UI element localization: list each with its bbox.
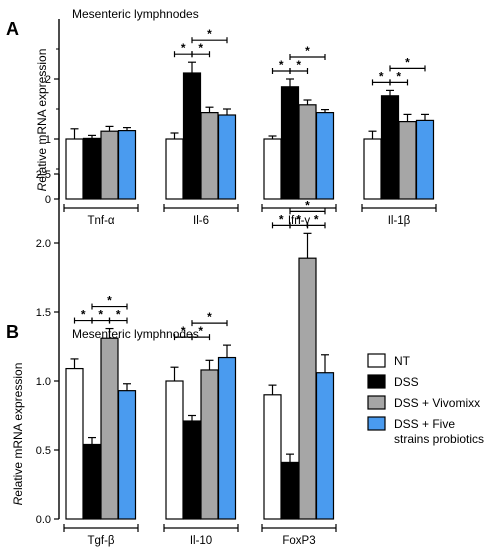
panel-a-y-axis-label-rest: elative mRNA expression (35, 49, 49, 183)
panel-b-y-tick-label: 2.5 (36, 169, 51, 181)
panel-a-bar-3-3 (415, 119, 435, 200)
legend-label-nt: NT (394, 354, 411, 368)
panel-a-plot: 0 1 2 Tnf-α Il-6 Ifn-γ Il-1β * * * * * * * * * (45, 19, 437, 227)
panel-b-y-axis-label: Relative mRNA expression (11, 363, 25, 506)
panel-b-category-label: FoxP3 (282, 535, 315, 547)
panel-a-bar-2-0 (263, 138, 282, 200)
panel-a-title: Mesenteric lymphnodes (72, 7, 199, 21)
panel-a-bar-2-3 (315, 111, 335, 200)
panel-b-bar-0-2 (100, 337, 119, 520)
panel-a-category-label: Tnf-α (87, 215, 114, 227)
panel-a-letter: A (6, 19, 19, 39)
panel-b-y-tick-label: 1.5 (36, 307, 51, 319)
panel-a-significance-star: * (405, 55, 410, 69)
panel-b-significance-star: * (181, 324, 186, 338)
panel-b-significance-star: * (198, 324, 203, 338)
panel-b-plot: 0.0 0.5 1.0 1.5 2.0 2.5 Tgf-β Il-10 FoxP3 * * * * * * *… (36, 169, 337, 547)
panel-b-significance-star: * (314, 212, 319, 226)
panel-a-y-axis-label: Relative mRNA expression (35, 49, 49, 192)
legend-label-dss-five-strains-line2: strains probiotics (394, 432, 484, 446)
panel-b-bar-2-0 (263, 394, 282, 520)
panel-b-bar-1-0 (165, 380, 184, 520)
panel-b-significance-star: * (305, 198, 310, 212)
panel-a-category-label: Il-6 (193, 215, 209, 227)
panel-a-significance-star: * (396, 69, 401, 83)
panel-a-bar-2-1 (280, 86, 300, 200)
panel-b-significance-star: * (296, 212, 301, 226)
panel-a-significance-star: * (305, 44, 310, 58)
panel-a-y-axis-label-italic: R (35, 182, 49, 191)
panel-b: B Mesenteric lymphnodes Relative mRNA ex… (6, 169, 337, 547)
panel-a-significance-star: * (296, 58, 301, 72)
panel-b-significance-star: * (207, 310, 212, 324)
panel-a-bar-0-1 (82, 137, 102, 200)
panel-a-bar-1-1 (182, 72, 202, 200)
panel-a-bar-0-3 (117, 130, 137, 200)
panel-b-y-tick-label: 1.0 (36, 376, 51, 388)
panel-b-bar-2-1 (280, 461, 300, 520)
panel-a-bar-2-2 (298, 104, 317, 200)
panel-b-bar-0-3 (117, 390, 137, 520)
panel-a-significance-star: * (181, 41, 186, 55)
panel-a-bar-1-0 (165, 138, 184, 200)
panel-a-significance-star: * (279, 58, 284, 72)
panel-b-bar-2-2 (298, 257, 317, 520)
legend-label-dss: DSS (394, 375, 419, 389)
panel-a: A Mesenteric lymphnodes Relative mRNA ex… (6, 7, 437, 227)
panel-b-significance-star: * (81, 308, 86, 322)
panel-a-y-tick-label: 2 (45, 74, 51, 86)
panel-a-significance-star: * (207, 27, 212, 41)
panel-a-category-label: Ifn-γ (288, 215, 311, 227)
panel-a-bar-3-2 (398, 120, 417, 200)
panel-b-bar-2-3 (315, 372, 335, 520)
panel-a-bar-0-0 (65, 138, 84, 200)
legend-swatch-dss-vivomixx (367, 395, 386, 410)
panel-b-y-tick-label: 0.0 (36, 514, 51, 526)
panel-b-bar-1-1 (182, 420, 202, 520)
panel-a-bar-0-2 (100, 130, 119, 200)
panel-b-significance-star: * (279, 212, 284, 226)
panel-b-bar-1-2 (200, 369, 219, 520)
panel-b-category-label: Tgf-β (87, 535, 114, 547)
panel-a-bar-1-3 (217, 114, 237, 200)
panel-a-significance-star: * (198, 41, 203, 55)
panel-b-letter: B (6, 322, 19, 342)
panel-a-y-tick-label: 0 (45, 194, 51, 206)
legend-label-dss-five-strains-line1: DSS + Five (394, 417, 455, 431)
panel-b-bar-0-1 (82, 443, 102, 520)
panel-a-category-label: Il-1β (388, 215, 411, 227)
panel-a-bar-3-0 (363, 138, 382, 200)
panel-b-title: Mesenteric lymphnodes (72, 327, 199, 341)
panel-b-y-axis-label-rest: elative mRNA expression (11, 363, 25, 497)
panel-a-y-tick-label: 1 (45, 134, 51, 146)
panel-b-category-label: Il-10 (190, 535, 212, 547)
panel-b-significance-star: * (107, 294, 112, 308)
panel-b-significance-star: * (98, 308, 103, 322)
legend-swatch-dss (367, 374, 386, 389)
legend-label-dss-vivomixx: DSS + Vivomixx (394, 396, 480, 410)
panel-b-y-tick-label: 0.5 (36, 445, 51, 457)
legend-swatch-dss-five-strains (367, 416, 386, 431)
panel-b-significance-star: * (116, 308, 121, 322)
panel-b-bar-0-0 (65, 367, 84, 520)
legend-swatch-nt (367, 353, 386, 368)
panel-b-y-tick-label: 2.0 (36, 238, 51, 250)
panel-a-bar-3-1 (380, 95, 400, 200)
panel-b-y-axis-label-italic: R (11, 496, 25, 505)
legend: NT DSS DSS + Vivomixx DSS + Five strains… (367, 353, 484, 446)
panel-a-bar-1-2 (200, 111, 219, 200)
panel-b-bar-1-3 (217, 356, 237, 520)
panel-a-significance-star: * (379, 69, 384, 83)
